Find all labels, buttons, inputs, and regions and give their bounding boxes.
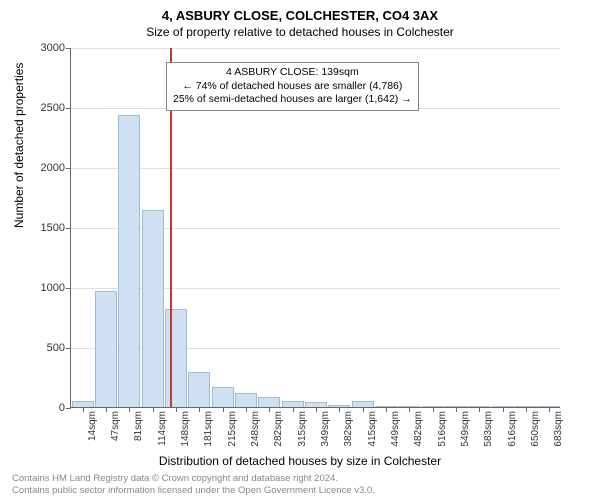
xtick-mark	[479, 407, 480, 412]
histogram-bar	[95, 291, 117, 407]
x-axis-label: Distribution of detached houses by size …	[0, 454, 600, 468]
xtick-mark	[526, 407, 527, 412]
gridline	[71, 168, 560, 169]
xtick-mark	[293, 407, 294, 412]
xtick-label: 650sqm	[530, 407, 541, 447]
y-axis-label: Number of detached properties	[12, 63, 26, 228]
histogram-bar	[212, 387, 234, 407]
xtick-label: 248sqm	[250, 407, 261, 447]
xtick-label: 282sqm	[273, 407, 284, 447]
xtick-label: 148sqm	[180, 407, 191, 447]
xtick-label: 482sqm	[413, 407, 424, 447]
xtick-label: 382sqm	[343, 407, 354, 447]
xtick-mark	[409, 407, 410, 412]
ytick-mark	[66, 288, 71, 289]
xtick-label: 349sqm	[320, 407, 331, 447]
footer-line1: Contains HM Land Registry data © Crown c…	[12, 473, 375, 484]
xtick-mark	[456, 407, 457, 412]
xtick-label: 549sqm	[460, 407, 471, 447]
annotation-line1: 4 ASBURY CLOSE: 139sqm	[173, 66, 412, 80]
xtick-label: 315sqm	[297, 407, 308, 447]
ytick-mark	[66, 228, 71, 229]
chart-plot-area: 05001000150020002500300014sqm47sqm81sqm1…	[70, 48, 560, 408]
xtick-label: 583sqm	[483, 407, 494, 447]
ytick-mark	[66, 408, 71, 409]
ytick-mark	[66, 348, 71, 349]
xtick-label: 616sqm	[507, 407, 518, 447]
xtick-mark	[503, 407, 504, 412]
histogram-bar	[188, 372, 210, 407]
annotation-box: 4 ASBURY CLOSE: 139sqm ← 74% of detached…	[166, 62, 419, 111]
footer-line2: Contains public sector information licen…	[12, 485, 375, 496]
xtick-mark	[176, 407, 177, 412]
ytick-mark	[66, 168, 71, 169]
histogram-bar	[235, 393, 257, 407]
histogram-bar	[118, 115, 140, 407]
xtick-label: 114sqm	[157, 407, 168, 446]
xtick-mark	[433, 407, 434, 412]
xtick-label: 81sqm	[133, 407, 144, 441]
gridline	[71, 48, 560, 49]
xtick-label: 14sqm	[87, 407, 98, 441]
ytick-mark	[66, 48, 71, 49]
xtick-mark	[269, 407, 270, 412]
annotation-line3: 25% of semi-detached houses are larger (…	[173, 93, 412, 107]
xtick-mark	[316, 407, 317, 412]
xtick-label: 449sqm	[390, 407, 401, 447]
chart-title: 4, ASBURY CLOSE, COLCHESTER, CO4 3AX	[0, 0, 600, 23]
xtick-mark	[339, 407, 340, 412]
ytick-mark	[66, 108, 71, 109]
xtick-mark	[246, 407, 247, 412]
xtick-label: 215sqm	[227, 407, 238, 447]
xtick-label: 683sqm	[553, 407, 564, 447]
xtick-mark	[83, 407, 84, 412]
footer-note: Contains HM Land Registry data © Crown c…	[12, 473, 375, 496]
xtick-mark	[129, 407, 130, 412]
histogram-bar	[142, 210, 164, 407]
xtick-mark	[386, 407, 387, 412]
xtick-mark	[153, 407, 154, 412]
xtick-label: 415sqm	[367, 407, 378, 447]
xtick-mark	[363, 407, 364, 412]
xtick-mark	[223, 407, 224, 412]
xtick-label: 181sqm	[203, 407, 214, 447]
histogram-bar	[258, 397, 280, 407]
xtick-mark	[106, 407, 107, 412]
annotation-line2: ← 74% of detached houses are smaller (4,…	[173, 80, 412, 94]
xtick-mark	[549, 407, 550, 412]
histogram-bar	[165, 309, 187, 407]
chart-subtitle: Size of property relative to detached ho…	[0, 23, 600, 39]
xtick-mark	[199, 407, 200, 412]
xtick-label: 516sqm	[437, 407, 448, 447]
xtick-label: 47sqm	[110, 407, 121, 441]
